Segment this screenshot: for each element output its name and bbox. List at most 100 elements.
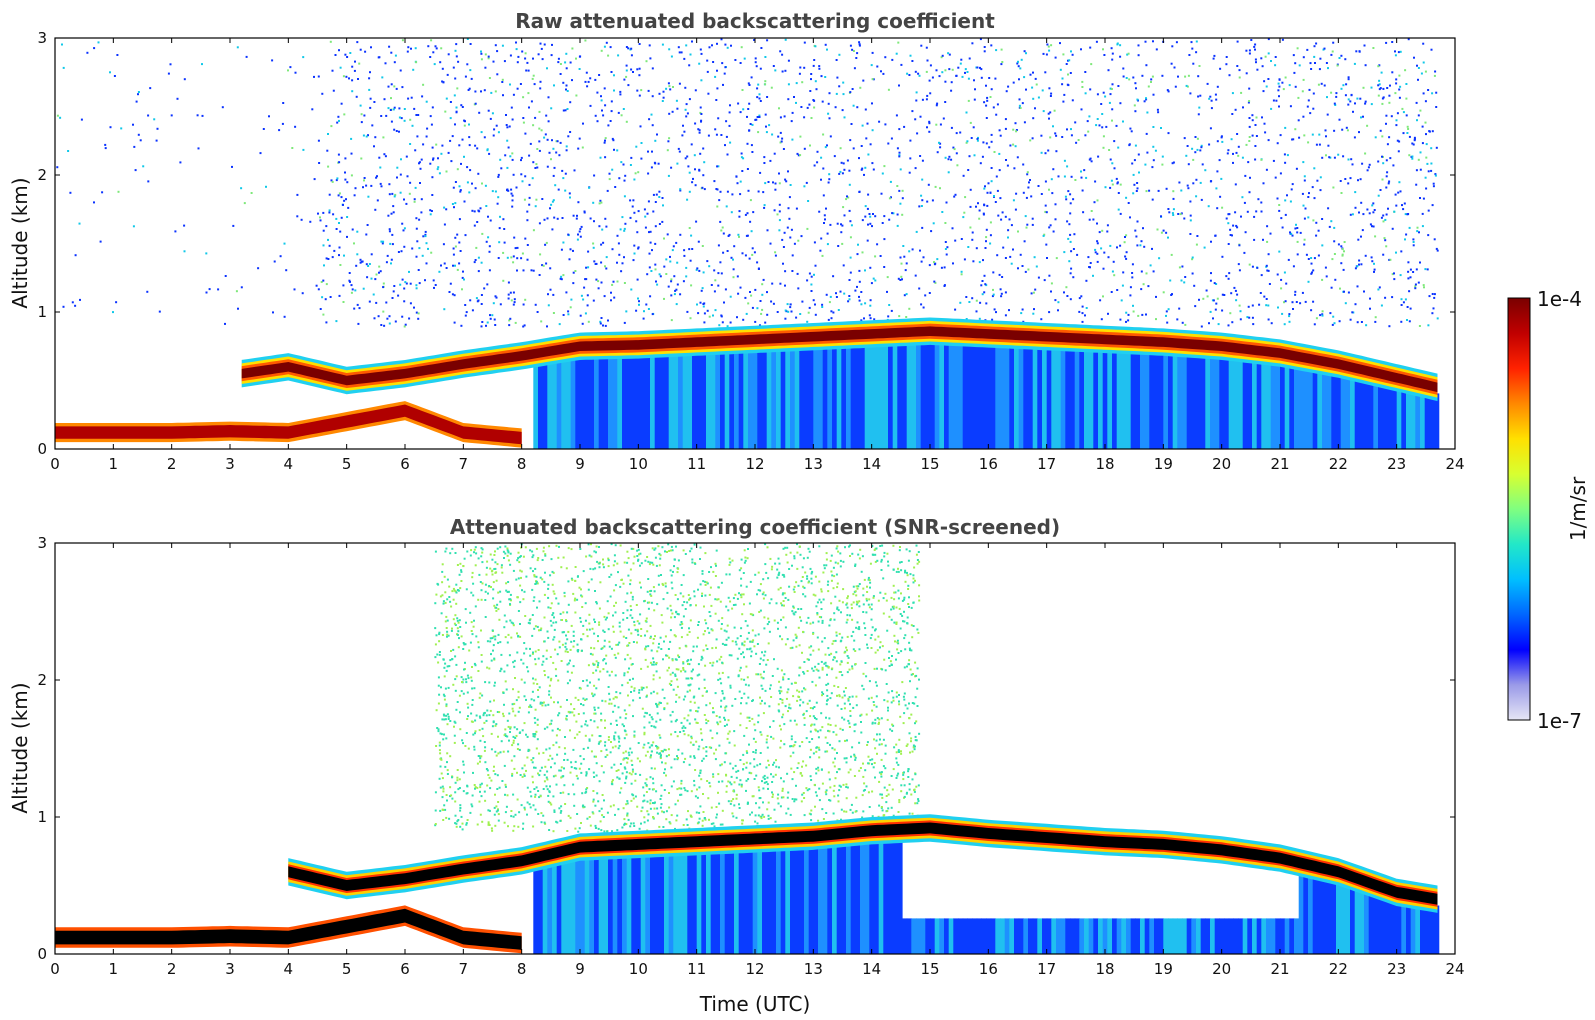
noise-pixel xyxy=(539,42,542,45)
noise-pixel xyxy=(575,217,578,220)
noise-pixel xyxy=(388,183,391,186)
noise-pixel xyxy=(443,223,446,226)
noise-pixel xyxy=(1144,40,1147,43)
noise-pixel xyxy=(512,173,515,176)
noise-pixel xyxy=(820,660,823,663)
noise-pixel xyxy=(984,185,986,188)
noise-pixel xyxy=(880,192,883,195)
noise-pixel xyxy=(1330,286,1333,289)
mixed-layer-column xyxy=(846,342,852,449)
noise-pixel xyxy=(712,61,715,63)
noise-pixel xyxy=(859,86,862,89)
noise-pixel xyxy=(566,90,569,92)
noise-pixel xyxy=(618,737,621,740)
noise-pixel xyxy=(946,246,949,249)
noise-pixel xyxy=(767,814,770,817)
noise-pixel xyxy=(406,50,409,53)
noise-pixel xyxy=(648,118,651,121)
noise-pixel xyxy=(806,279,809,282)
noise-pixel xyxy=(1057,309,1059,312)
noise-pixel xyxy=(971,42,974,45)
noise-pixel xyxy=(801,651,803,654)
noise-pixel xyxy=(1053,109,1056,112)
noise-pixel xyxy=(590,555,593,558)
noise-pixel xyxy=(1064,195,1067,198)
noise-pixel xyxy=(814,45,817,48)
noise-pixel xyxy=(502,218,505,221)
noise-pixel xyxy=(540,320,543,323)
noise-pixel xyxy=(721,617,724,620)
noise-pixel xyxy=(437,166,440,169)
noise-pixel xyxy=(664,585,667,588)
mixed-layer-column xyxy=(944,338,950,449)
noise-pixel xyxy=(385,114,388,117)
noise-pixel xyxy=(878,120,881,123)
noise-pixel xyxy=(536,723,539,726)
noise-pixel xyxy=(1352,110,1354,113)
noise-pixel xyxy=(781,53,784,56)
noise-pixel xyxy=(452,648,455,651)
noise-pixel xyxy=(565,52,568,55)
noise-pixel xyxy=(1254,124,1257,126)
noise-pixel xyxy=(1360,263,1363,266)
noise-pixel xyxy=(891,655,893,657)
noise-pixel xyxy=(800,235,803,238)
x-tick-label: 11 xyxy=(687,455,706,473)
noise-pixel xyxy=(665,810,668,813)
noise-pixel xyxy=(787,59,790,62)
noise-pixel xyxy=(663,771,666,774)
noise-pixel xyxy=(1001,276,1004,278)
noise-pixel xyxy=(1347,78,1350,81)
noise-pixel xyxy=(585,771,588,774)
noise-pixel xyxy=(484,599,487,601)
noise-pixel xyxy=(541,701,544,704)
noise-pixel xyxy=(424,279,426,282)
noise-pixel xyxy=(1434,174,1437,177)
noise-pixel xyxy=(97,41,100,44)
noise-pixel xyxy=(878,733,881,736)
noise-pixel xyxy=(706,59,709,62)
noise-pixel xyxy=(1385,122,1387,125)
noise-pixel xyxy=(1191,256,1194,259)
noise-pixel xyxy=(445,97,448,100)
x-tick-label: 15 xyxy=(920,455,939,473)
noise-pixel xyxy=(1111,58,1114,61)
noise-pixel xyxy=(1385,41,1388,44)
noise-pixel xyxy=(644,559,647,562)
noise-pixel xyxy=(977,136,979,139)
noise-pixel xyxy=(896,224,899,227)
noise-pixel xyxy=(409,118,412,121)
noise-pixel xyxy=(632,822,635,825)
noise-pixel xyxy=(338,119,340,122)
noise-pixel xyxy=(1122,75,1125,78)
noise-pixel xyxy=(717,791,719,794)
noise-pixel xyxy=(821,100,824,103)
noise-pixel xyxy=(837,686,840,688)
noise-pixel xyxy=(588,816,591,818)
noise-pixel xyxy=(758,97,761,100)
noise-pixel xyxy=(1104,186,1107,189)
noise-pixel xyxy=(395,87,398,90)
noise-pixel xyxy=(874,747,877,750)
noise-pixel xyxy=(375,273,378,276)
noise-pixel xyxy=(658,676,661,679)
noise-pixel xyxy=(1248,125,1251,128)
noise-pixel xyxy=(1426,162,1429,165)
noise-pixel xyxy=(1129,127,1132,130)
noise-pixel xyxy=(109,71,111,74)
noise-pixel xyxy=(1296,240,1299,243)
noise-pixel xyxy=(781,698,784,701)
noise-pixel xyxy=(1116,182,1119,185)
noise-pixel xyxy=(678,150,681,153)
x-tick-label: 2 xyxy=(167,455,177,473)
noise-pixel xyxy=(1087,130,1090,133)
noise-pixel xyxy=(486,640,489,643)
noise-pixel xyxy=(774,562,777,565)
noise-pixel xyxy=(649,241,652,244)
noise-pixel xyxy=(1017,60,1019,63)
noise-pixel xyxy=(592,246,595,249)
noise-pixel xyxy=(169,63,172,66)
x-tick-label: 6 xyxy=(400,455,410,473)
noise-pixel xyxy=(784,317,787,320)
noise-pixel xyxy=(1362,86,1365,89)
